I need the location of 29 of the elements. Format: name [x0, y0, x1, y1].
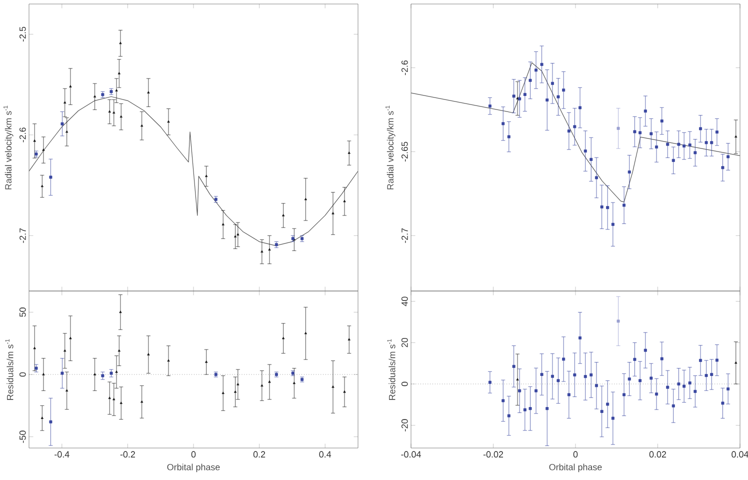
y-tick-label: 40 [401, 296, 408, 306]
y-axis-title: Radial velocity/km s$^{-1}$ [386, 106, 396, 190]
x-tick-label: -0.02 [483, 451, 504, 458]
x-axis-title: Orbital phase [549, 464, 602, 472]
y-tick-label: -2.6 [19, 128, 26, 142]
y-tick-label: -20 [401, 419, 408, 432]
y-tick-label: -2.5 [19, 26, 26, 42]
y-tick-label: -2.7 [20, 228, 26, 243]
x-tick-label: -0.2 [120, 451, 135, 458]
x-tick-label: 0.4 [319, 451, 332, 458]
y-tick-label: -2.65 [401, 142, 408, 162]
x-tick-label: -0.4 [54, 451, 70, 458]
y-axis-title: Residuals/m s$^{-1}$ [387, 339, 396, 400]
x-tick-label: 0.04 [732, 451, 748, 458]
y-tick-label: -2.7 [402, 228, 408, 243]
y-tick-label: -2.6 [401, 60, 408, 76]
x-tick-label: 0.02 [649, 451, 666, 458]
x-tick-label: 0 [191, 451, 196, 458]
x-tick-label: -0.04 [401, 451, 421, 458]
y-tick-label: 0 [401, 382, 408, 386]
x-tick-label: 0 [573, 451, 578, 458]
y-tick-label: 0 [19, 372, 26, 377]
y-axis-title: Radial velocity/km s$^{-1}$ [4, 106, 14, 190]
y-tick-label: 50 [19, 308, 26, 317]
x-tick-label: 0.2 [253, 451, 266, 458]
x-axis-title: Orbital phase [167, 464, 220, 472]
y-axis-title: Residuals/m s$^{-1}$ [5, 339, 14, 400]
y-tick-label: -50 [19, 430, 26, 443]
y-tick-label: 20 [401, 338, 408, 348]
